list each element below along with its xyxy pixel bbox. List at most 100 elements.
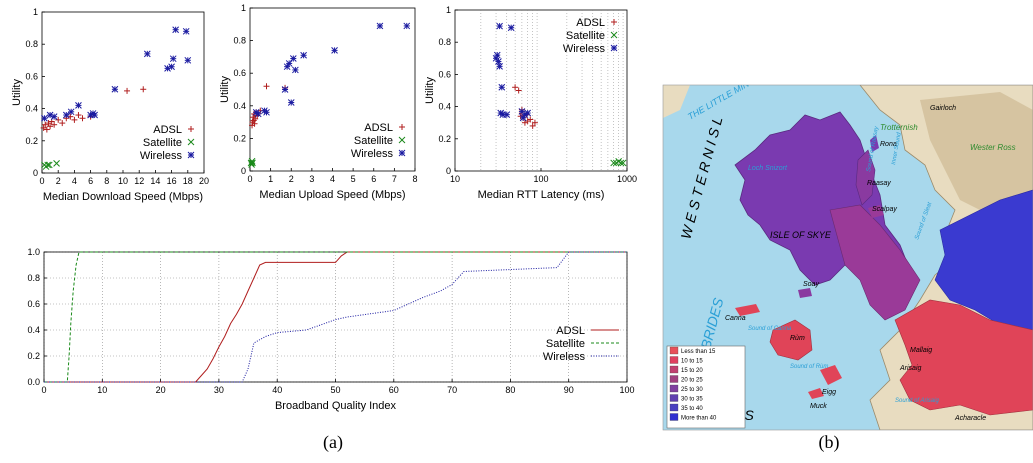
canna (735, 304, 760, 316)
data-point (168, 63, 175, 71)
data-point (45, 161, 53, 169)
y-tick-label: 0.6 (438, 69, 451, 79)
data-point (498, 83, 506, 91)
data-point (300, 51, 307, 59)
series-line (44, 251, 627, 383)
map-label: Wester Ross (970, 143, 1016, 152)
data-point (292, 66, 299, 74)
x-tick-label: 1000 (617, 174, 637, 184)
data-point (524, 109, 532, 117)
highland-shading (920, 92, 1033, 215)
legend-label: ADSL (576, 17, 605, 29)
y-tick-label: 0.4 (233, 101, 246, 111)
data-point (79, 115, 86, 122)
map-label: Canna (725, 315, 746, 322)
map-label: Trotternish (880, 123, 918, 132)
bqi-cdf-chart: 0 10 20 30 40 50 60 70 80 90 100 0.0 0.2 0.4 0.6 0.8 1.0… (27, 247, 634, 412)
map-legend-swatch (669, 403, 679, 412)
skye-south (829, 204, 921, 321)
y-tick-label: 0.8 (438, 37, 451, 47)
x-axis-label: Broadband Quality Index (275, 400, 397, 412)
y-tick-label: 0.8 (27, 273, 40, 283)
data-point (263, 83, 270, 90)
x-tick-label: 14 (150, 176, 160, 186)
y-tick-label: 0.4 (27, 325, 40, 335)
y-tick-label: 1.0 (27, 247, 40, 257)
data-point (254, 110, 262, 118)
map-frame (662, 84, 1033, 431)
x-axis-label: Median Upload Speed (Mbps) (259, 189, 405, 201)
x-tick-label: 7 (392, 174, 397, 184)
rona (870, 135, 879, 152)
map-label: Muck (810, 403, 827, 410)
data-point (249, 159, 256, 167)
y-tick-label: 0.2 (438, 134, 451, 144)
y-axis-label: Utility (11, 79, 23, 106)
y-tick-label: 0.8 (25, 39, 38, 49)
series-adsl (40, 86, 147, 133)
x-tick-label: 4 (330, 174, 335, 184)
y-tick-label: 0.0 (27, 377, 40, 387)
legend-label: ADSL (364, 122, 393, 134)
map-label: Gairloch (930, 105, 956, 112)
x-axis-label: Median Download Speed (Mbps) (43, 191, 203, 203)
data-point (617, 159, 625, 167)
data-point (251, 120, 258, 127)
map-legend-swatch (669, 356, 679, 364)
data-point (111, 85, 119, 93)
map-legend-swatch (669, 365, 679, 374)
x-tick-label: 8 (412, 174, 417, 184)
map-legend-swatch (669, 413, 679, 421)
x-tick-label: 3 (309, 174, 314, 184)
outer-isle-strip (663, 85, 690, 118)
map-label: Sound of Canna (748, 326, 792, 332)
data-point (55, 116, 62, 123)
series-wireless (252, 22, 411, 118)
caption-b: (b) (819, 432, 840, 453)
series-satellite (610, 157, 627, 167)
data-point (143, 50, 151, 58)
x-tick-label: 50 (330, 385, 340, 395)
map-label: Sound of Rùm (790, 364, 828, 370)
data-point (496, 22, 503, 30)
download-speed-scatter: 0 2 4 6 8 10 12 14 16 18 20 0 0.2 0.4 0.6 0.8 1 Median Do… (11, 7, 209, 203)
y-tick-label: 0.4 (25, 104, 38, 114)
data-point (62, 111, 70, 119)
data-point (43, 126, 50, 133)
map-label: Loch Snizort (748, 165, 788, 172)
map-legend-swatch (669, 384, 679, 393)
map-legend-swatch (669, 375, 679, 383)
y-tick-label: 0.2 (233, 133, 246, 143)
y-tick-label: 1 (33, 7, 38, 17)
map-label: Scalpay (872, 206, 897, 213)
legend-label: Wireless (140, 150, 183, 162)
data-point (124, 87, 131, 94)
map-label: ISLE OF SKYE (770, 230, 832, 240)
legend-label: Satellite (566, 30, 605, 42)
map-legend-label: 20 to 25 (681, 378, 703, 384)
y-tick-label: 1 (446, 5, 451, 15)
y-tick-label: 1 (241, 3, 246, 13)
data-point (527, 116, 534, 123)
series-line (44, 251, 627, 383)
data-point (67, 108, 75, 116)
map-legend: Less than 15 10 to 15 15 to 20 20 to 25 25 t… (669, 346, 717, 422)
data-point (169, 55, 177, 63)
plot-frame (43, 251, 628, 383)
series-satellite (247, 157, 256, 168)
map-label: Soay (803, 281, 819, 288)
series-adsl (44, 251, 627, 383)
data-point (289, 55, 297, 62)
eigg (820, 365, 842, 385)
x-tick-label: 6 (88, 176, 93, 186)
map-label: Inner Sound (891, 131, 903, 165)
data-point (75, 102, 82, 109)
map-label: Raasay (867, 180, 891, 187)
legend-marker (610, 44, 618, 52)
map-label: Eigg (822, 389, 836, 396)
series-wireless (492, 22, 532, 122)
